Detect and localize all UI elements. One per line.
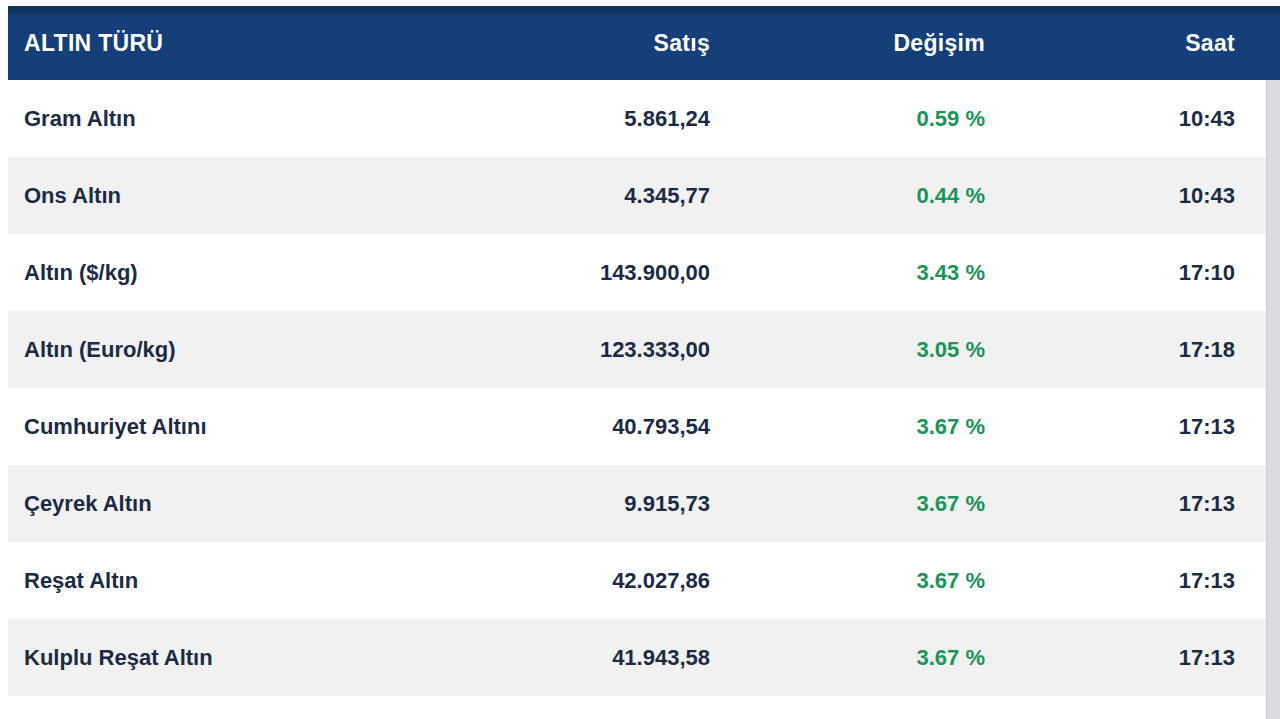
column-header-saat: Saat (985, 30, 1235, 57)
gold-type-cell: Altın ($/kg) (24, 260, 490, 286)
gold-type-cell: Gram Altın (24, 106, 490, 132)
column-header-degisim: Değişim (710, 30, 985, 57)
change-cell: 0.44 % (710, 183, 985, 209)
table-header-row: ALTIN TÜRÜ Satış Değişim Saat (8, 6, 1280, 80)
change-cell: 0.59 % (710, 106, 985, 132)
table-row: Altın ($/kg) 143.900,00 3.43 % 17:10 (8, 234, 1280, 311)
gold-type-cell: Cumhuriyet Altını (24, 414, 490, 440)
sell-price-cell: 41.943,58 (490, 645, 710, 671)
time-cell: 17:13 (985, 491, 1235, 517)
scrollbar-track[interactable] (1266, 80, 1280, 719)
gold-type-cell: Ons Altın (24, 183, 490, 209)
sell-price-cell: 123.333,00 (490, 337, 710, 363)
table-row: Gram Altın 5.861,24 0.59 % 10:43 (8, 80, 1280, 157)
gold-type-cell: Çeyrek Altın (24, 491, 490, 517)
sell-price-cell: 42.027,86 (490, 568, 710, 594)
change-cell: 3.67 % (710, 491, 985, 517)
table-row: Reşat Altın 42.027,86 3.67 % 17:13 (8, 542, 1280, 619)
sell-price-cell: 9.915,73 (490, 491, 710, 517)
time-cell: 10:43 (985, 183, 1235, 209)
change-cell: 3.43 % (710, 260, 985, 286)
column-header-satis: Satış (490, 30, 710, 57)
table-row: Ons Altın 4.345,77 0.44 % 10:43 (8, 157, 1280, 234)
sell-price-cell: 5.861,24 (490, 106, 710, 132)
time-cell: 17:13 (985, 568, 1235, 594)
time-cell: 17:10 (985, 260, 1235, 286)
change-cell: 3.05 % (710, 337, 985, 363)
table-body: Gram Altın 5.861,24 0.59 % 10:43 Ons Alt… (8, 80, 1280, 696)
time-cell: 17:18 (985, 337, 1235, 363)
sell-price-cell: 40.793,54 (490, 414, 710, 440)
gold-type-cell: Altın (Euro/kg) (24, 337, 490, 363)
change-cell: 3.67 % (710, 568, 985, 594)
table-row: Çeyrek Altın 9.915,73 3.67 % 17:13 (8, 465, 1280, 542)
partial-next-row (8, 696, 1280, 719)
change-cell: 3.67 % (710, 414, 985, 440)
table-row: Cumhuriyet Altını 40.793,54 3.67 % 17:13 (8, 388, 1280, 465)
sell-price-cell: 143.900,00 (490, 260, 710, 286)
column-header-altin-turu: ALTIN TÜRÜ (24, 30, 490, 57)
table-row: Altın (Euro/kg) 123.333,00 3.05 % 17:18 (8, 311, 1280, 388)
sell-price-cell: 4.345,77 (490, 183, 710, 209)
table-row: Kulplu Reşat Altın 41.943,58 3.67 % 17:1… (8, 619, 1280, 696)
time-cell: 10:43 (985, 106, 1235, 132)
time-cell: 17:13 (985, 414, 1235, 440)
gold-type-cell: Kulplu Reşat Altın (24, 645, 490, 671)
time-cell: 17:13 (985, 645, 1235, 671)
gold-type-cell: Reşat Altın (24, 568, 490, 594)
gold-prices-table: ALTIN TÜRÜ Satış Değişim Saat Gram Altın… (8, 6, 1280, 719)
change-cell: 3.67 % (710, 645, 985, 671)
